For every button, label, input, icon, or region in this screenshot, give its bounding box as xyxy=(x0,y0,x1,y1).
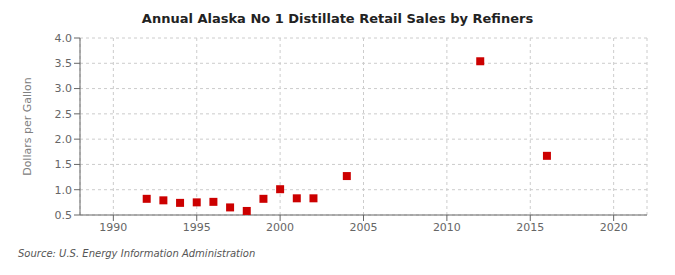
svg-text:0.5: 0.5 xyxy=(55,209,73,222)
svg-text:4.0: 4.0 xyxy=(55,32,73,45)
svg-text:2.5: 2.5 xyxy=(55,108,73,121)
svg-text:3.0: 3.0 xyxy=(55,82,73,95)
svg-text:3.5: 3.5 xyxy=(55,57,73,70)
html-text:Source: U.S. Energy Informatio: Source: U.S. Energy Information Administ… xyxy=(18,248,256,259)
svg-text:2010: 2010 xyxy=(433,221,461,234)
svg-text:Dollars per Gallon: Dollars per Gallon xyxy=(21,77,34,176)
svg-text:1.5: 1.5 xyxy=(55,158,73,171)
svg-text:2015: 2015 xyxy=(516,221,544,234)
svg-text:2000: 2000 xyxy=(266,221,294,234)
svg-text:1995: 1995 xyxy=(183,221,211,234)
svg-text:1990: 1990 xyxy=(99,221,127,234)
html-text:Annual Alaska No 1 Distillate: Annual Alaska No 1 Distillate Retail Sal… xyxy=(141,11,534,26)
svg-text:2005: 2005 xyxy=(350,221,378,234)
svg-text:2020: 2020 xyxy=(600,221,628,234)
svg-text:1.0: 1.0 xyxy=(55,184,73,197)
svg-text:2.0: 2.0 xyxy=(55,133,73,146)
